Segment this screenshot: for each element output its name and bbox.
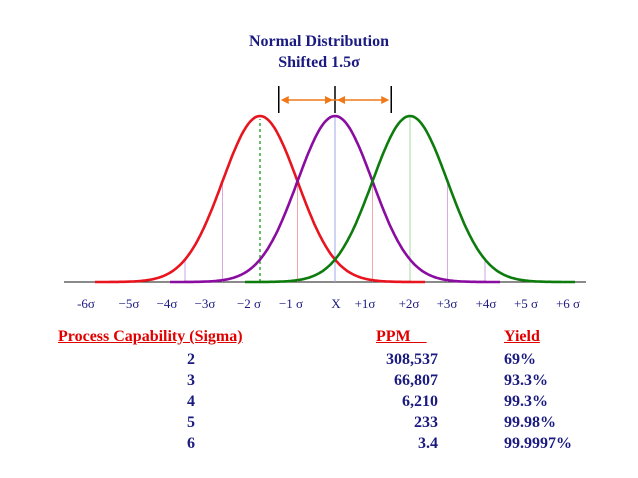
header-ppm: PPM	[376, 328, 427, 345]
x-tick-label: -6σ	[77, 296, 95, 311]
chart-canvas	[64, 86, 586, 284]
ppm-cell: 6,210	[402, 393, 438, 410]
shift-arrowhead-center-left	[325, 96, 333, 104]
x-tick-label: −4σ	[156, 296, 178, 311]
x-tick-label: −1 σ	[278, 296, 304, 311]
x-tick-label: +6 σ	[555, 296, 581, 311]
chart-title: Normal Distribution	[249, 33, 389, 50]
yield-cell: 99.9997%	[504, 435, 572, 452]
x-tick-label: −3σ	[194, 296, 216, 311]
curve-shifted-right	[245, 114, 575, 284]
x-tick-label: +5 σ	[513, 296, 539, 311]
sigma-cell: 3	[187, 372, 195, 389]
yield-cell: 99.3%	[504, 393, 548, 410]
chart-subtitle: Shifted 1.5σ	[278, 54, 360, 71]
x-tick-label: −2 σ	[236, 296, 262, 311]
shift-arrowhead-left	[280, 96, 289, 104]
header-sigma: Process Capability (Sigma)	[58, 328, 243, 345]
sigma-cell: 5	[187, 414, 195, 431]
x-tick-label: +1σ	[354, 296, 376, 311]
ppm-cell: 66,807	[394, 372, 438, 389]
sigma-cell: 4	[187, 393, 195, 410]
x-tick-label: +2σ	[398, 296, 420, 311]
ppm-cell: 3.4	[418, 435, 438, 452]
shift-arrowhead-right	[381, 96, 390, 104]
ppm-cell: 308,537	[386, 351, 438, 368]
header-yield: Yield	[504, 328, 540, 345]
x-tick-label: X	[331, 296, 341, 311]
x-tick-label: +4σ	[475, 296, 497, 311]
yield-cell: 99.98%	[504, 414, 556, 431]
yield-cell: 69%	[504, 351, 536, 368]
x-tick-label: +3σ	[436, 296, 458, 311]
curve-centered	[170, 114, 500, 284]
ppm-cell: 233	[414, 414, 438, 431]
sigma-cell: 2	[187, 351, 195, 368]
shift-arrowhead-center-right	[337, 96, 345, 104]
x-tick-label: −5σ	[118, 296, 140, 311]
sigma-cell: 6	[187, 435, 195, 452]
yield-cell: 93.3%	[504, 372, 548, 389]
curve-shifted-left	[95, 114, 425, 284]
